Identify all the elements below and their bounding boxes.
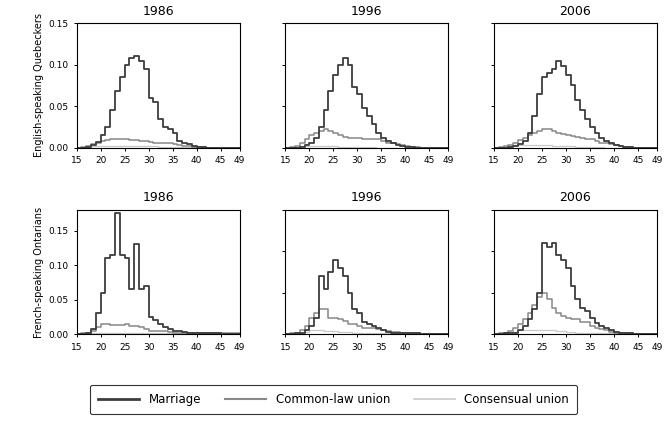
Title: 2006: 2006 (560, 5, 592, 18)
Title: 1986: 1986 (142, 192, 174, 204)
Title: 1986: 1986 (142, 5, 174, 18)
Legend: Marriage, Common-law union, Consensual union: Marriage, Common-law union, Consensual u… (89, 385, 578, 415)
Title: 1996: 1996 (351, 5, 383, 18)
Y-axis label: French-speaking Ontarians: French-speaking Ontarians (34, 206, 44, 338)
Y-axis label: English-speaking Quebeckers: English-speaking Quebeckers (34, 14, 44, 157)
Title: 2006: 2006 (560, 192, 592, 204)
Title: 1996: 1996 (351, 192, 383, 204)
